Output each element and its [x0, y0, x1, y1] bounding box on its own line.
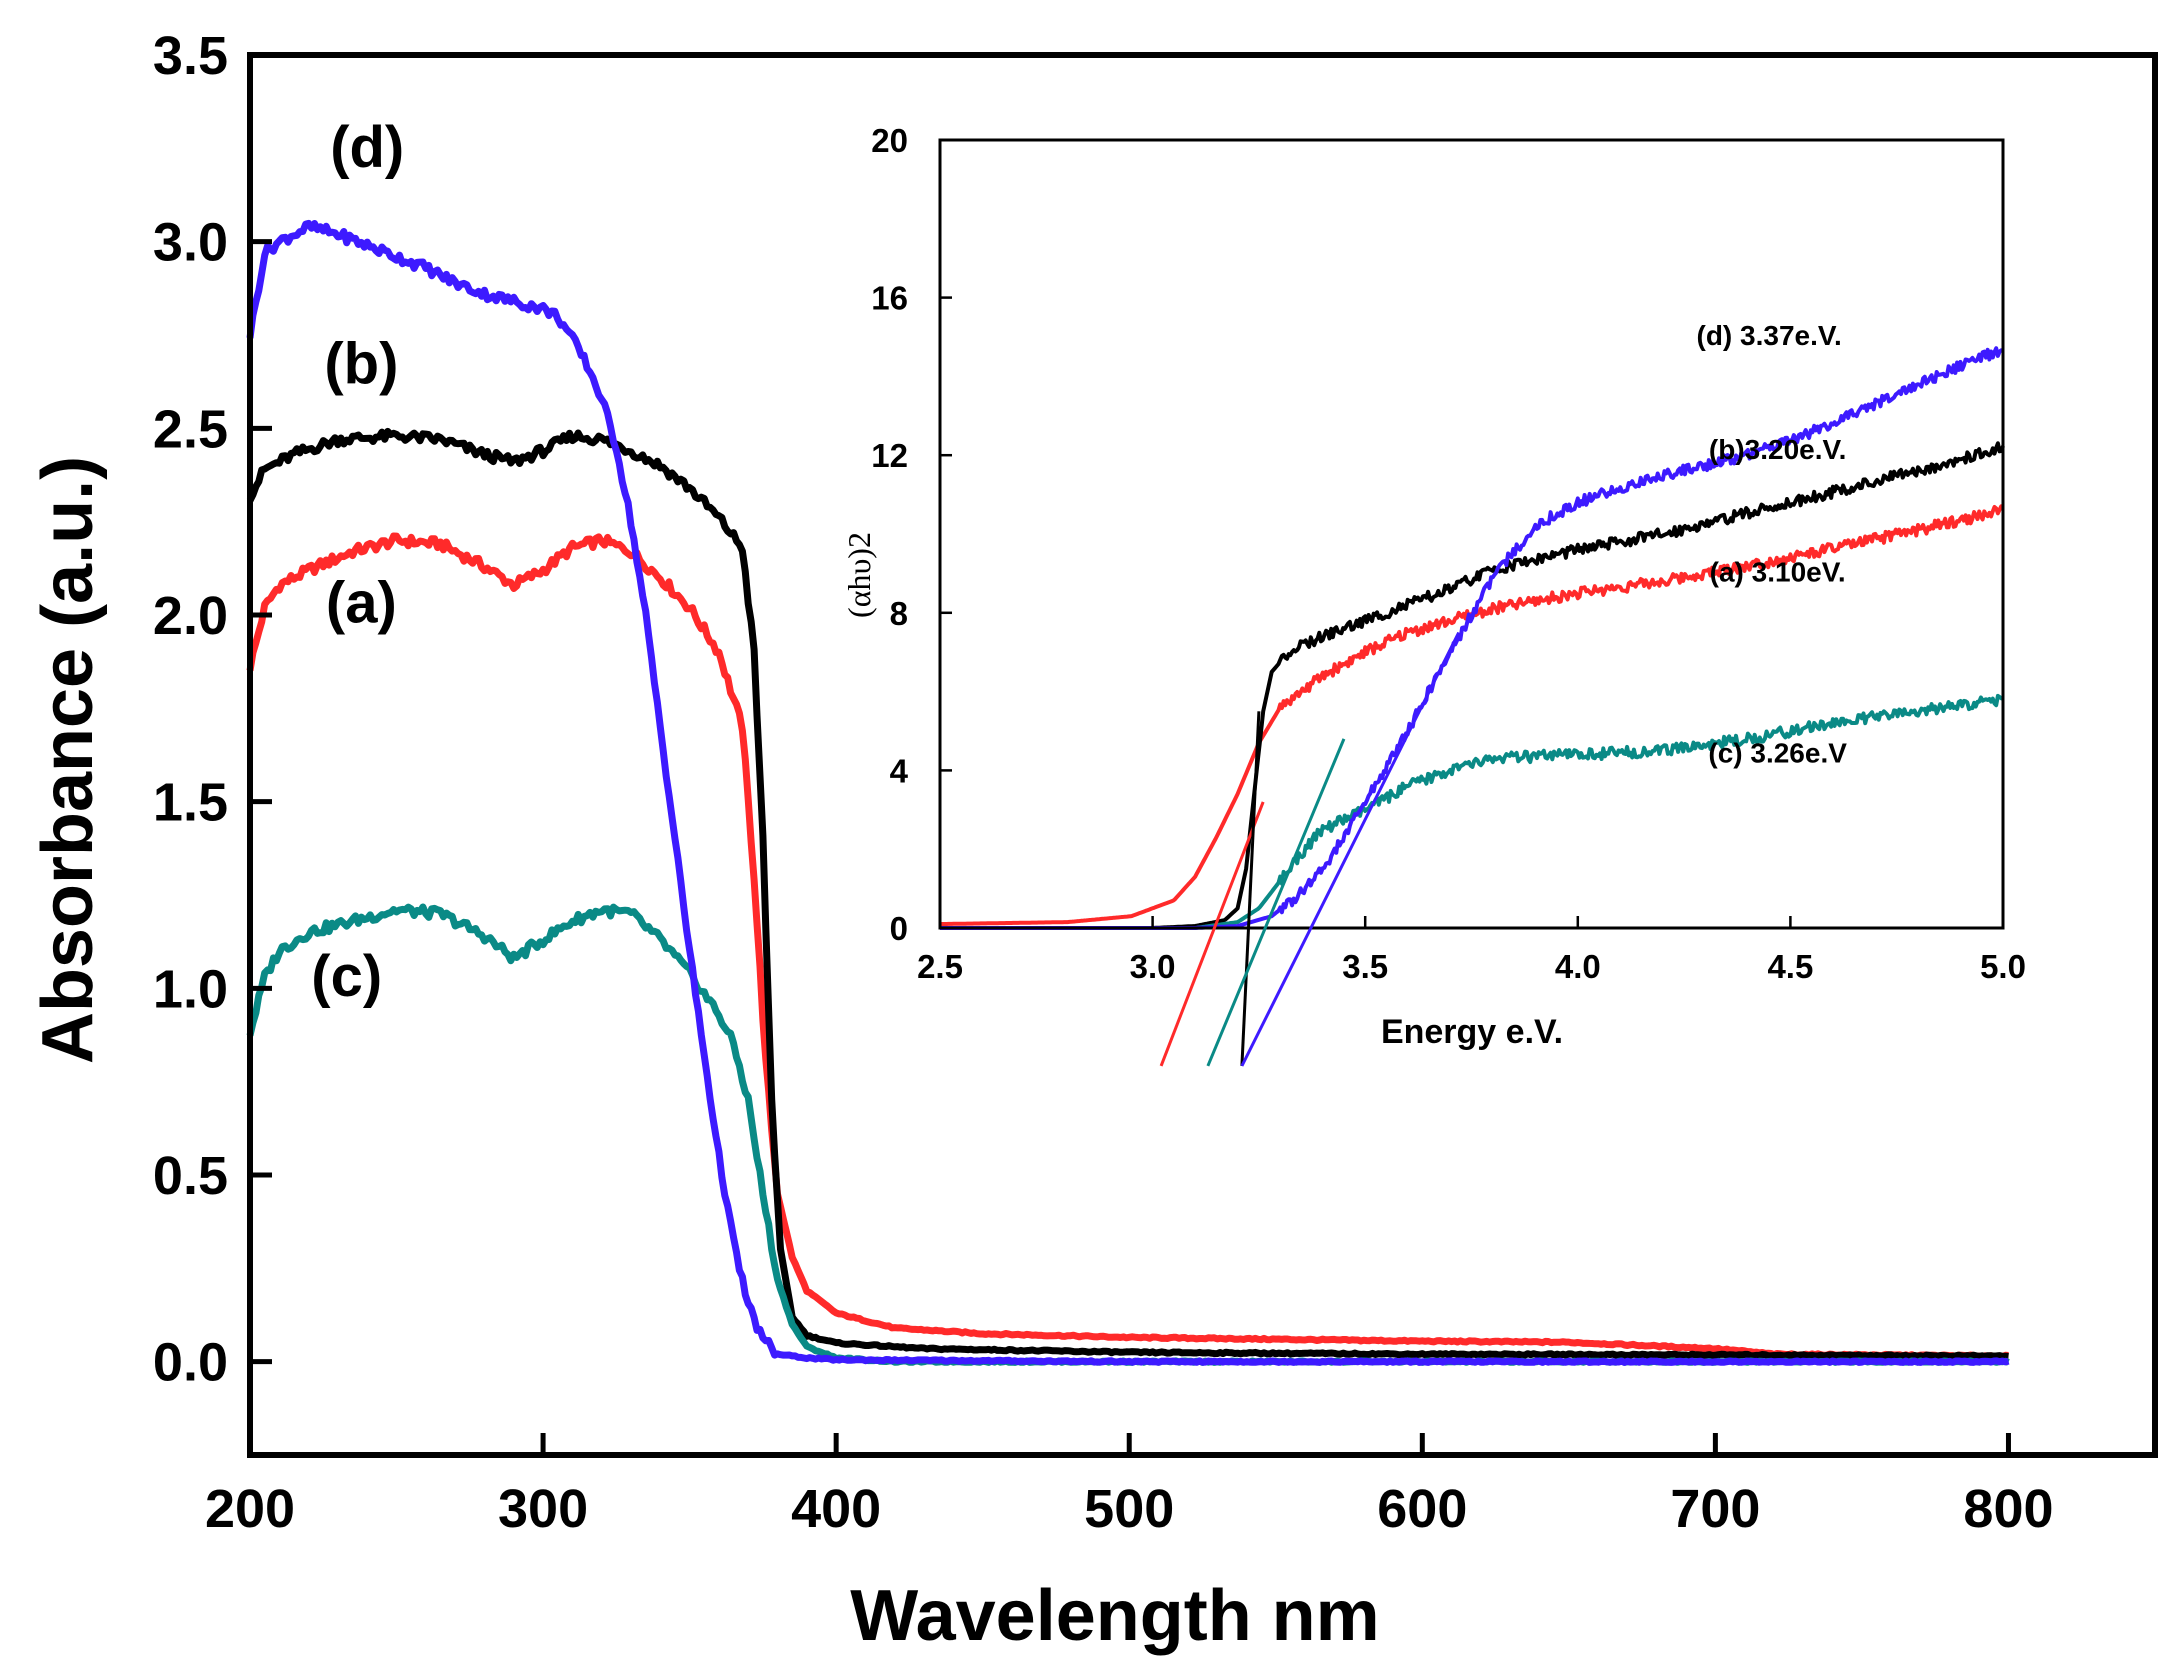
- inset-tangent-line-4: [1240, 631, 1461, 1067]
- main-x-tick-label: 700: [1670, 1479, 1760, 1539]
- inset-tangent-line-3: [1206, 738, 1346, 1067]
- main-y-axis-label: Absorbance (a.u.): [28, 456, 108, 1064]
- inset-tangent-lines: [1159, 631, 1461, 1067]
- inset-curve-labels: (d) 3.37e.V. (b)3.20e.V. (a) 3.10eV. (c) 3.…: [1697, 320, 1848, 769]
- main-x-tick-label: 300: [498, 1479, 588, 1539]
- main-curve-label-a: (a): [326, 570, 397, 635]
- inset-x-tick-label: 3.5: [1342, 948, 1388, 985]
- inset-plot: 2.5 3.0 3.5 4.0 4.5 5.0 0 4 8 12 16 20 (d) 3.37e.V.…: [841, 122, 2026, 1067]
- inset-background: [940, 140, 2003, 928]
- inset-x-tick-label: 2.5: [917, 948, 963, 985]
- main-y-tick-label: 2.5: [153, 399, 228, 459]
- inset-y-tick-label: 20: [871, 122, 908, 159]
- main-y-tick-label: 2.0: [153, 586, 228, 646]
- main-curve-label-b: (b): [324, 332, 398, 397]
- main-ticks: 200 300 400 500 600 700 8000.00.51.01.52.02.53…: [153, 26, 2054, 1539]
- inset-y-tick-label: 4: [890, 752, 909, 789]
- inset-y-axis-label: (αhυ)2: [841, 532, 877, 618]
- main-y-tick-label: 0.0: [153, 1333, 228, 1393]
- inset-x-tick-label: 3.0: [1130, 948, 1176, 985]
- inset-x-axis-label: Energy e.V.: [1381, 1013, 1563, 1051]
- main-series-d: [246, 219, 2010, 1366]
- inset-y-tick-label: 16: [871, 280, 908, 317]
- main-curve-label-c: (c): [311, 944, 382, 1009]
- inset-y-tick-label: 0: [890, 910, 908, 947]
- inset-ticks: 2.5 3.0 3.5 4.0 4.5 5.0 0 4 8 12 16 20: [871, 122, 2026, 985]
- inset-curve-label-c-3-26e-v: (c) 3.26e.V: [1708, 738, 1847, 769]
- main-series-a: [246, 532, 2009, 1361]
- inset-y-tick-label: 8: [890, 595, 908, 632]
- main-x-tick-label: 800: [1963, 1479, 2053, 1539]
- main-series-b: [246, 427, 2009, 1360]
- main-x-tick-label: 200: [205, 1479, 295, 1539]
- main-curve-label-d: (d): [330, 115, 404, 180]
- main-y-tick-label: 3.0: [153, 213, 228, 273]
- main-plot-frame: [247, 52, 2158, 1458]
- main-y-tick-label: 1.0: [153, 959, 228, 1019]
- main-curve-labels: (d) (b) (a) (c): [311, 115, 404, 1009]
- main-curves: [246, 219, 2010, 1366]
- inset-plot-frame: [938, 138, 2005, 930]
- inset-tangent-line-1: [1159, 801, 1265, 1067]
- inset-curve-label-a-3-10ev: (a) 3.10eV.: [1710, 556, 1846, 587]
- main-plot: 200 300 400 500 600 700 8000.00.51.01.52.02.53…: [28, 26, 2158, 1656]
- inset-x-tick-label: 4.5: [1767, 948, 1813, 985]
- inset-curve-label-d-3-37e-v: (d) 3.37e.V.: [1697, 320, 1842, 351]
- inset-y-tick-label: 12: [871, 437, 908, 474]
- main-x-tick-label: 500: [1084, 1479, 1174, 1539]
- main-y-tick-label: 1.5: [153, 773, 228, 833]
- main-x-axis-label: Wavelength nm: [850, 1576, 1379, 1656]
- inset-tangent-line-2: [1240, 711, 1261, 1066]
- main-y-tick-label: 0.5: [153, 1146, 228, 1206]
- main-y-tick-label: 3.5: [153, 26, 228, 86]
- main-x-tick-label: 400: [791, 1479, 881, 1539]
- inset-curve-label-b-3-20e-v: (b)3.20e.V.: [1709, 434, 1846, 465]
- inset-x-tick-label: 5.0: [1980, 948, 2026, 985]
- main-x-tick-label: 600: [1377, 1479, 1467, 1539]
- inset-x-tick-label: 4.0: [1555, 948, 1601, 985]
